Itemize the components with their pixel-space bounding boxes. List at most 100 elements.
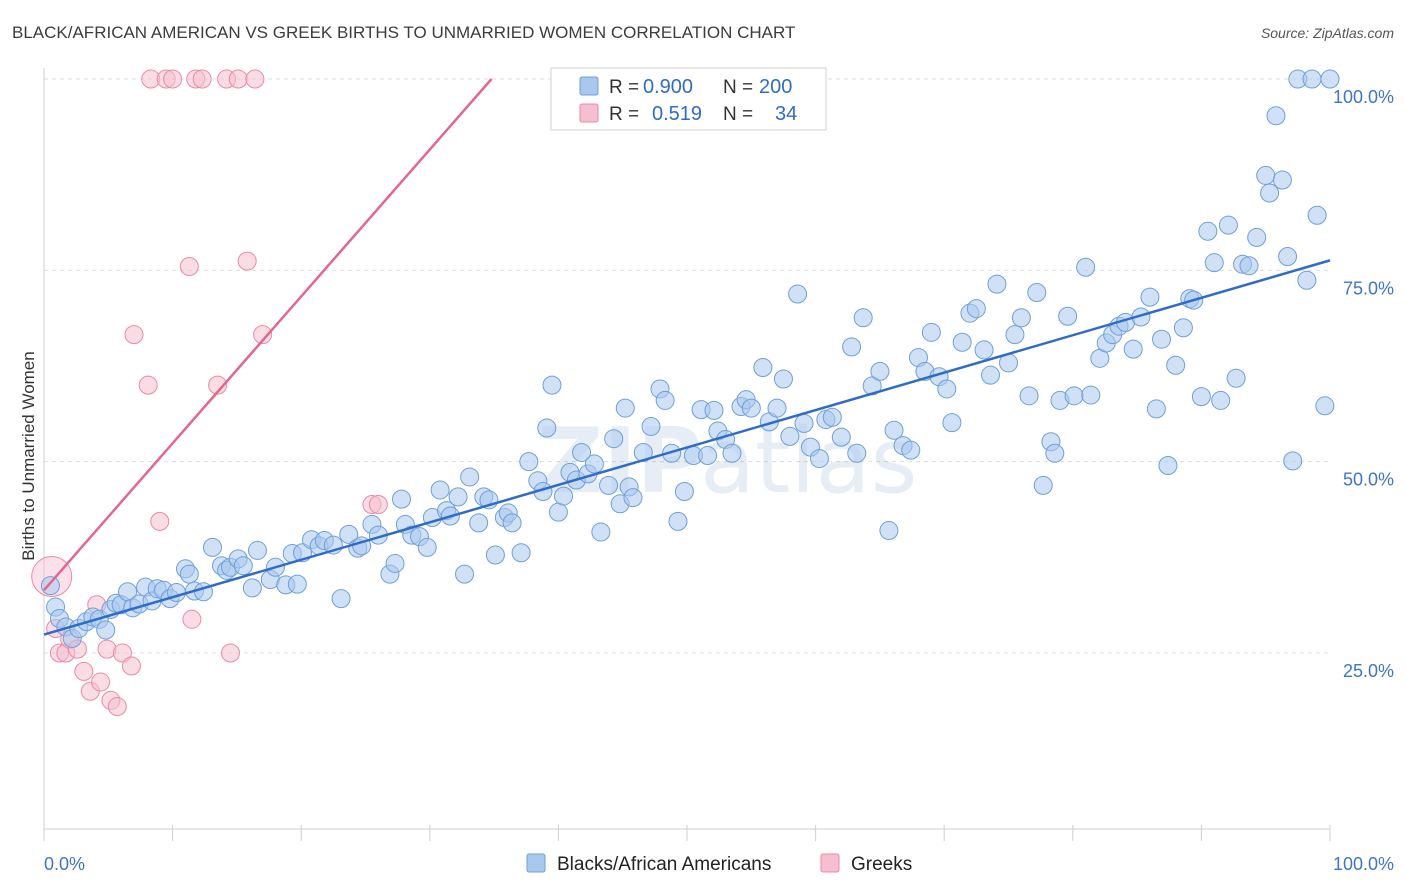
blacks-point: [287, 574, 307, 594]
blacks-point: [1320, 69, 1340, 89]
blacks-point: [417, 537, 437, 557]
blacks-point: [469, 513, 489, 533]
stats-r-value-pink: 0.519: [652, 103, 702, 125]
blacks-point: [584, 454, 604, 474]
blacks-point: [1158, 455, 1178, 475]
blacks-point: [655, 390, 675, 410]
blacks-point: [1191, 387, 1211, 407]
blacks-point: [455, 564, 475, 584]
blacks-point: [1218, 215, 1238, 235]
greeks-point: [253, 325, 273, 345]
blacks-point: [1146, 399, 1166, 419]
blacks-point: [641, 416, 661, 436]
blacks-point: [1256, 165, 1276, 185]
blacks-point: [966, 299, 986, 319]
blacks-point: [1058, 306, 1078, 326]
greeks-point: [74, 661, 94, 681]
blacks-point: [247, 540, 267, 560]
greeks-point: [179, 257, 199, 276]
blacks-point: [519, 452, 539, 472]
series-legend: Blacks/African Americans Greeks: [526, 853, 912, 875]
stats-r-label-pink: R =: [609, 104, 639, 125]
blacks-point: [780, 426, 800, 446]
stats-n-label-pink: N =: [723, 104, 753, 125]
blacks-point: [591, 522, 611, 542]
blacks-point: [1283, 451, 1303, 471]
blacks-point: [937, 379, 957, 399]
blacks-point: [1260, 183, 1280, 203]
greeks-point: [91, 672, 111, 692]
blacks-point: [554, 486, 574, 506]
greeks-point: [121, 656, 141, 676]
y-tick-label: 100.0%: [1333, 87, 1394, 107]
blacks-point: [385, 553, 405, 573]
blacks-point: [879, 521, 899, 541]
blacks-point: [668, 511, 688, 531]
greeks-point: [368, 495, 388, 515]
stats-legend-swatch-pink: [579, 103, 599, 123]
x-tick-label-max: 100.0%: [1333, 854, 1394, 874]
blacks-point: [1005, 325, 1025, 345]
legend-swatch-blacks: [526, 853, 546, 873]
blacks-point: [942, 413, 962, 433]
blacks-point: [548, 502, 568, 522]
blacks-point: [502, 513, 522, 533]
blacks-point: [233, 556, 253, 576]
greeks-point: [192, 69, 212, 89]
blacks-point: [1307, 205, 1327, 225]
blacks-point: [809, 449, 829, 469]
blacks-point: [331, 589, 351, 609]
blacks-point: [1064, 386, 1084, 406]
blacks-point: [767, 398, 787, 418]
stats-r-label-blue: R =: [609, 77, 639, 98]
legend-label-greeks: Greeks: [851, 854, 912, 875]
stats-r-value-blue: 0.900: [643, 76, 693, 98]
blacks-point: [980, 365, 1000, 385]
blacks-point: [1211, 390, 1231, 410]
stats-n-value-blue: 200: [759, 76, 792, 98]
blacks-point: [741, 398, 761, 418]
blacks-point: [1027, 283, 1047, 303]
blacks-point: [1266, 106, 1286, 126]
stats-n-label-blue: N =: [723, 77, 753, 98]
blacks-point: [1123, 339, 1143, 359]
blacks-point: [870, 361, 890, 381]
blacks-point: [1033, 475, 1053, 495]
blacks-point: [1198, 221, 1218, 241]
x-tick-label-min: 0.0%: [44, 854, 85, 874]
blacks-point: [822, 407, 842, 427]
greeks-point: [107, 697, 127, 717]
greeks-point: [245, 69, 265, 89]
blacks-point: [831, 427, 851, 447]
blacks-point: [511, 543, 531, 563]
stats-n-value-pink: 34: [775, 103, 797, 125]
blacks-point: [40, 576, 60, 596]
blacks-point: [842, 337, 862, 357]
blacks-point: [1239, 256, 1259, 276]
blacks-point: [698, 446, 718, 466]
blacks-point: [674, 482, 694, 501]
y-tick-labels: 25.0% 50.0% 75.0% 100.0%: [1333, 87, 1394, 681]
blacks-point: [1081, 385, 1101, 405]
blacks-point: [1011, 308, 1031, 328]
blacks-point: [1045, 443, 1065, 463]
legend-swatch-greeks: [820, 853, 840, 873]
blacks-point: [1140, 287, 1160, 307]
blacks-point: [1166, 355, 1186, 375]
greeks-point: [124, 325, 144, 345]
blacks-points: [40, 69, 1340, 648]
blacks-point: [1272, 170, 1292, 190]
blacks-point: [242, 578, 262, 598]
blacks-point: [202, 537, 222, 557]
y-tick-label: 50.0%: [1343, 470, 1394, 490]
blacks-point: [599, 475, 619, 495]
blacks-point: [604, 429, 624, 449]
y-axis-label: Births to Unmarried Women: [19, 351, 38, 560]
blacks-point: [1278, 247, 1298, 267]
greeks-point: [182, 609, 202, 629]
blacks-point: [1226, 368, 1246, 388]
blacks-point: [1302, 69, 1322, 89]
y-tick-label: 75.0%: [1343, 278, 1394, 298]
blacks-point: [1076, 257, 1096, 277]
